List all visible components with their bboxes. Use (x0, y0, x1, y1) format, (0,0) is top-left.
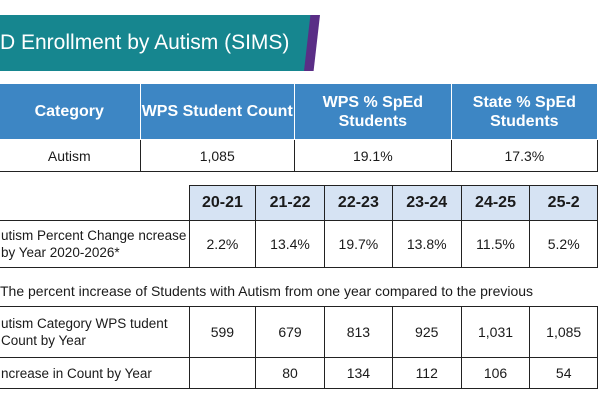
percent-change-cell: 2.2% (188, 220, 257, 268)
increase-cell (188, 357, 257, 389)
title-banner (0, 15, 318, 71)
increase-cell: 80 (255, 357, 325, 389)
header-wps-pct: WPS % SpEd Students (293, 83, 452, 140)
student-count-label: utism Category WPS tudent Count by Year (0, 306, 190, 358)
year-header: 22-23 (323, 185, 393, 221)
student-count-cell: 813 (323, 306, 393, 358)
increase-cell: 134 (323, 357, 393, 389)
increase-row: ncrease in Count by Year 80 134 112 106 … (0, 357, 598, 389)
student-count-cell: 599 (188, 306, 257, 358)
summary-header-row: Category WPS Student Count WPS % SpEd St… (0, 83, 599, 140)
cell-wps-pct: 19.1% (293, 139, 452, 172)
student-count-cell: 679 (255, 306, 325, 358)
percent-change-cell: 13.4% (255, 220, 325, 268)
increase-label: ncrease in Count by Year (0, 357, 190, 389)
cell-category: Autism (0, 139, 141, 172)
year-header: 25-2 (529, 185, 598, 221)
student-count-row: utism Category WPS tudent Count by Year … (0, 306, 598, 358)
percent-change-cell: 5.2% (529, 220, 598, 268)
student-count-cell: 1,085 (529, 306, 598, 358)
cell-wps-count: 1,085 (139, 139, 295, 172)
year-header-row: 20-21 21-22 22-23 23-24 24-25 25-2 (0, 185, 598, 221)
increase-cell: 54 (529, 357, 598, 389)
student-count-cell: 925 (391, 306, 462, 358)
percent-change-row: utism Percent Change ncrease by Year 202… (0, 220, 598, 268)
year-header: 24-25 (460, 185, 531, 221)
percent-increase-note: The percent increase of Students with Au… (0, 283, 534, 299)
student-count-cell: 1,031 (460, 306, 531, 358)
summary-data-row: Autism 1,085 19.1% 17.3% (0, 139, 599, 172)
yearly-table: 20-21 21-22 22-23 23-24 24-25 25-2 utism… (0, 185, 598, 389)
year-header: 23-24 (391, 185, 462, 221)
year-header-blank (0, 185, 190, 221)
header-category: Category (0, 83, 141, 140)
percent-change-cell: 11.5% (460, 220, 531, 268)
summary-table: Category WPS Student Count WPS % SpEd St… (0, 83, 599, 172)
cell-state-pct: 17.3% (450, 139, 599, 172)
increase-cell: 112 (391, 357, 462, 389)
header-state-pct: State % SpEd Students (450, 83, 599, 140)
percent-change-label: utism Percent Change ncrease by Year 202… (0, 220, 190, 268)
percent-change-cell: 19.7% (323, 220, 393, 268)
header-wps-count: WPS Student Count (139, 83, 295, 140)
slide-title: D Enrollment by Autism (SIMS) (0, 31, 290, 54)
increase-cell: 106 (460, 357, 531, 389)
year-header: 20-21 (188, 185, 257, 221)
percent-change-cell: 13.8% (391, 220, 462, 268)
year-header: 21-22 (255, 185, 325, 221)
